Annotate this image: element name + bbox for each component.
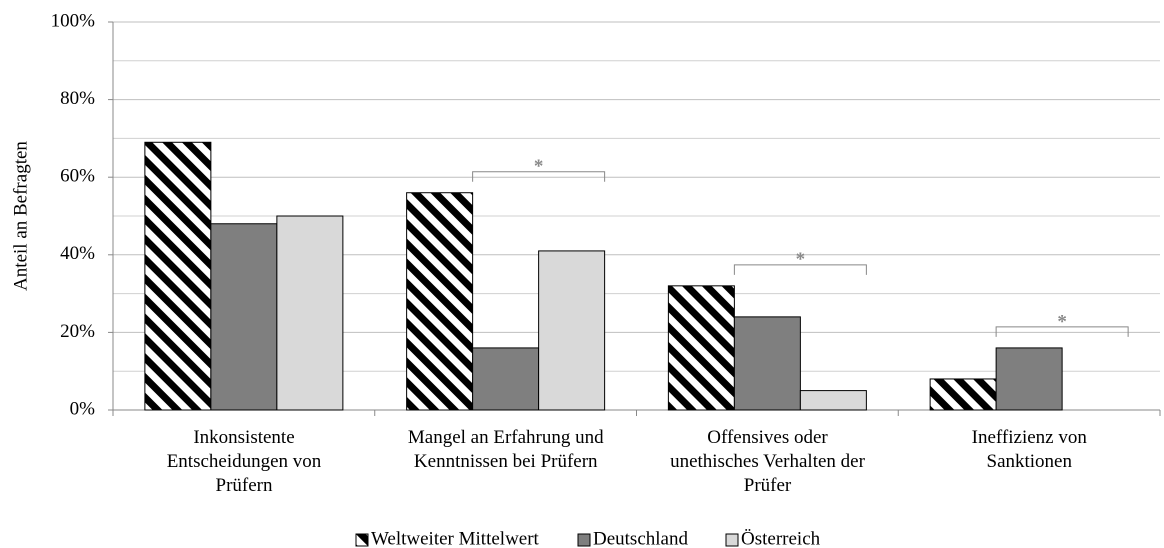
bar (210, 223, 278, 411)
legend-swatch (725, 533, 739, 547)
y-tick-label: 60% (60, 166, 95, 187)
bar (144, 141, 212, 411)
bar (929, 378, 997, 411)
significance-bracket (472, 171, 606, 182)
bar (667, 285, 735, 411)
x-tick-label: Inkonsistente Entscheidungen von Prüfern (166, 427, 322, 496)
y-tick-label: 40% (60, 243, 95, 264)
bar (406, 192, 474, 411)
x-tick-label: Mangel an Erfahrung und Kenntnissen bei … (407, 427, 604, 472)
legend-label: Österreich (741, 528, 821, 548)
y-tick-label: 100% (51, 10, 96, 31)
bar (995, 347, 1063, 411)
y-axis-label: Anteil an Befragten (10, 141, 31, 291)
significance-bracket (995, 326, 1129, 337)
y-tick-label: 80% (60, 88, 95, 109)
significance-marker: * (534, 156, 544, 177)
bar (472, 347, 540, 411)
legend-swatch (577, 533, 591, 547)
legend-swatch (355, 533, 369, 547)
legend-label: Deutschland (593, 528, 688, 548)
significance-marker: * (796, 249, 806, 270)
significance-marker: * (1057, 311, 1067, 332)
x-tick-label: Offensives oder unethisches Verhalten de… (670, 427, 865, 496)
bar (799, 390, 867, 411)
bar (733, 316, 801, 411)
bar (538, 250, 606, 411)
x-tick-label: Ineffizienz von Sanktionen (971, 427, 1087, 472)
y-tick-label: 20% (60, 321, 95, 342)
legend-label: Weltweiter Mittelwert (371, 528, 540, 548)
y-tick-label: 0% (70, 398, 96, 419)
bar (276, 215, 344, 411)
significance-bracket (733, 264, 867, 275)
